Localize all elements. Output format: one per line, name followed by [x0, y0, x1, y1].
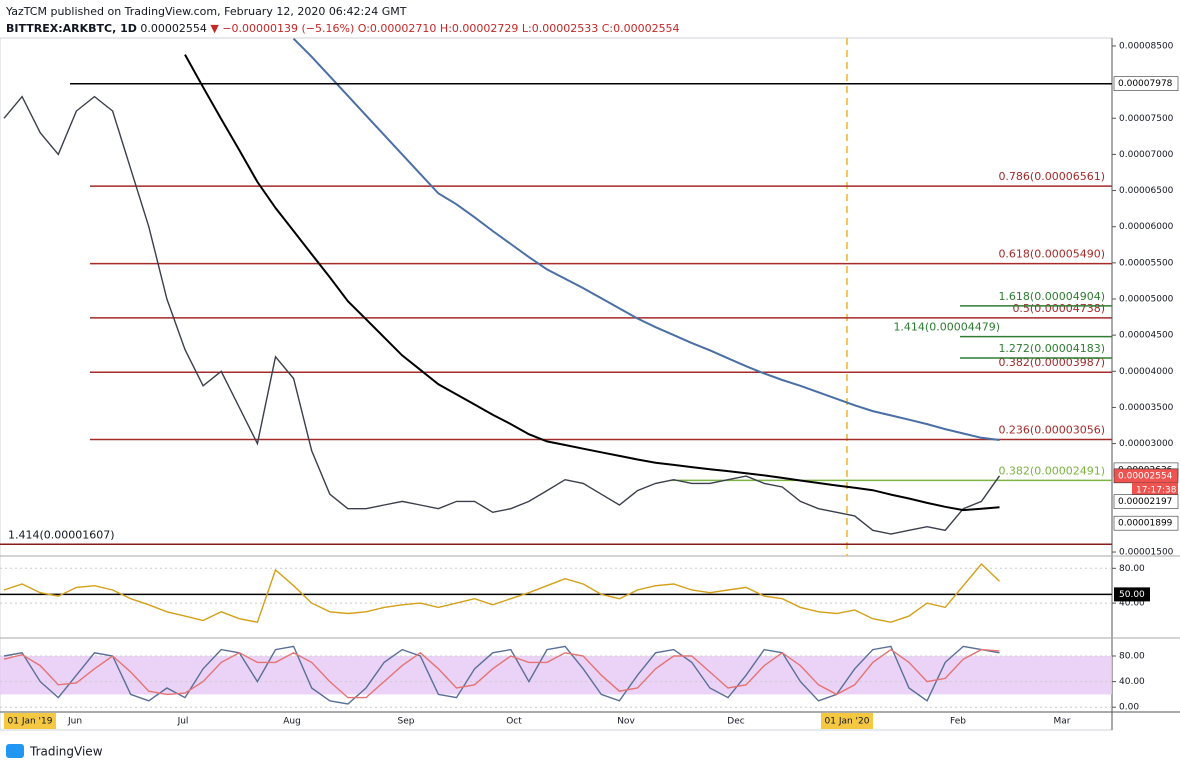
y-tick-label: 0.00005500 — [1119, 258, 1174, 268]
fib-label: 0.5(0.00004738) — [1012, 302, 1105, 315]
series-line — [3, 648, 1000, 699]
y-tick-label: 40.00 — [1119, 599, 1145, 609]
countdown: 17:17:38 — [1136, 485, 1177, 495]
band — [0, 656, 1112, 695]
y-tick-label: 0.00005000 — [1119, 294, 1174, 304]
x-tick-label: Oct — [506, 717, 522, 727]
symbol: BITTREX:ARKBTC, 1D — [6, 22, 137, 35]
x-tick-label: Dec — [727, 717, 744, 727]
axis-marker — [1113, 515, 1179, 531]
change: ▼ −0.00000139 (−5.16%) — [210, 22, 355, 35]
axis-marker — [1114, 587, 1150, 602]
y-tick-label: 0.00008500 — [1119, 41, 1174, 51]
frame — [0, 37, 1113, 731]
axis-marker-label: 50.00 — [1119, 590, 1145, 600]
axis-marker-label: 0.00002197 — [1118, 497, 1172, 507]
y-tick-label: 0.00 — [1119, 703, 1139, 713]
series-line — [184, 54, 1000, 512]
symbol-line: BITTREX:ARKBTC, 1D 0.00002554 ▼ −0.00000… — [6, 20, 680, 37]
axis-marker-label: 0.00002554 — [1118, 471, 1173, 481]
y-tick-label: 0.00006500 — [1119, 186, 1174, 196]
series-line — [3, 562, 1000, 624]
fib-label: 0.618(0.00005490) — [998, 248, 1105, 261]
y-tick-label: 0.00004500 — [1119, 331, 1174, 341]
publisher: YazTCM published on TradingView.com, Feb… — [6, 5, 407, 18]
countdown-box — [1132, 482, 1178, 496]
fib-label: 1.414(0.00001607) — [8, 528, 115, 541]
fib-label: 0.382(0.00003987) — [998, 356, 1105, 369]
series-line — [3, 645, 1000, 705]
x-tick-label: 01 Jan '20 — [825, 717, 870, 727]
fib-label: 0.786(0.00006561) — [998, 170, 1105, 183]
y-tick-label: 80.00 — [1119, 652, 1145, 662]
y-tick-label: 0.00004000 — [1119, 367, 1174, 377]
axis-marker-label: 0.00007978 — [1118, 79, 1173, 89]
x-tick-label: Mar — [1054, 717, 1071, 727]
y-tick-label: 0.00006000 — [1119, 222, 1174, 232]
fib-label: 1.414(0.00004479) — [893, 321, 1000, 334]
axis-marker — [1113, 76, 1179, 91]
logo-icon — [6, 744, 24, 758]
axis-marker-label: 0.00001899 — [1118, 519, 1173, 529]
fib-label: 1.272(0.00004183) — [998, 342, 1105, 355]
y-tick-label: 0.00001500 — [1119, 548, 1174, 558]
y-tick-label: 40.00 — [1119, 677, 1145, 687]
y-tick-label: 0.00003000 — [1119, 439, 1174, 449]
x-tick-label: 01 Jan '19 — [8, 717, 53, 727]
y-tick-label: 80.00 — [1119, 564, 1145, 574]
series-line — [3, 95, 1001, 535]
ohlc: O:0.00002710 H:0.00002729 L:0.00002533 C… — [357, 22, 680, 35]
x-tick-label: Jun — [67, 717, 82, 727]
brand: TradingView — [29, 745, 103, 759]
fib-label: 0.382(0.00002491) — [998, 464, 1105, 477]
date-highlight — [4, 713, 56, 729]
x-tick-label: Jul — [177, 717, 189, 727]
axis-marker — [1113, 494, 1179, 509]
last-price: 0.00002554 — [140, 22, 207, 35]
y-tick-label: 0.00007500 — [1119, 114, 1174, 124]
series-line — [292, 37, 1000, 441]
x-tick-label: Nov — [617, 717, 635, 727]
x-tick-label: Aug — [283, 717, 301, 727]
x-tick-label: Sep — [398, 717, 415, 727]
date-highlight — [821, 713, 873, 729]
y-tick-label: 0.00003500 — [1119, 403, 1174, 413]
y-tick-label: 0.00007000 — [1119, 150, 1174, 160]
fib-label: 0.236(0.00003056) — [998, 424, 1105, 437]
fib-label: 1.618(0.00004904) — [998, 290, 1105, 303]
publisher-line: YazTCM published on TradingView.com, Feb… — [6, 3, 680, 20]
x-tick-label: Feb — [950, 717, 966, 727]
header: YazTCM published on TradingView.com, Feb… — [6, 3, 680, 37]
